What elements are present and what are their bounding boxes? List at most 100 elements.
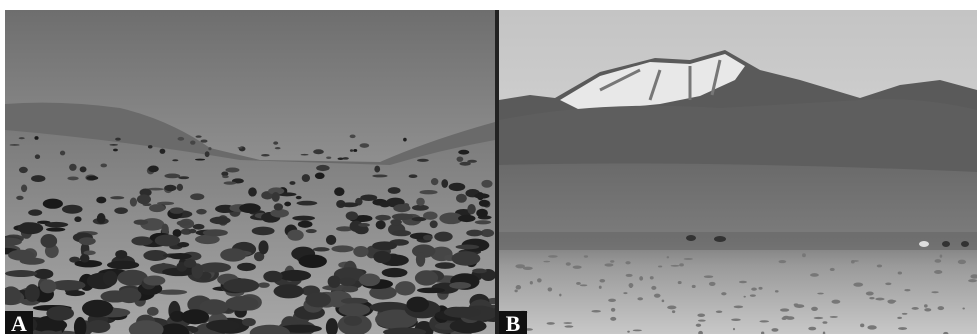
- stone: [572, 265, 582, 269]
- shrub: [237, 146, 243, 149]
- stone: [559, 293, 562, 297]
- shrub: [258, 240, 269, 255]
- shrub: [333, 267, 365, 282]
- shrub: [353, 149, 358, 152]
- stone: [759, 320, 770, 323]
- shrub: [5, 286, 21, 305]
- shrub: [73, 316, 87, 334]
- shrub: [79, 254, 90, 263]
- shrub: [271, 191, 280, 202]
- shrub: [96, 213, 106, 224]
- shrub: [9, 144, 20, 146]
- shrub: [472, 268, 487, 274]
- stone: [774, 290, 779, 293]
- shrub: [18, 137, 25, 140]
- shrub: [61, 204, 83, 214]
- shrub: [296, 200, 318, 206]
- shrub: [33, 268, 54, 280]
- shrub: [261, 153, 270, 157]
- shrub: [24, 284, 40, 302]
- shrub: [273, 203, 284, 211]
- shrub: [340, 202, 359, 208]
- shrub: [221, 171, 229, 177]
- shrub: [326, 156, 332, 159]
- stone: [683, 257, 693, 260]
- shrub: [349, 149, 354, 152]
- stone: [901, 312, 908, 315]
- stone: [632, 329, 642, 332]
- shrub: [284, 201, 292, 207]
- shrub: [100, 163, 108, 168]
- stone: [591, 309, 601, 313]
- stone: [579, 284, 588, 287]
- stone: [703, 275, 714, 278]
- shrub: [5, 237, 22, 247]
- shrub: [115, 137, 121, 141]
- shrub: [337, 157, 344, 160]
- shrub: [273, 141, 279, 145]
- stone: [911, 307, 919, 310]
- shrub: [157, 289, 188, 295]
- shrub: [74, 259, 103, 268]
- shrub: [176, 220, 191, 226]
- shrub: [106, 260, 140, 270]
- shrub: [178, 176, 190, 180]
- shrub: [239, 203, 261, 214]
- shrub: [342, 157, 349, 160]
- shrub: [157, 201, 175, 206]
- stone: [546, 322, 555, 325]
- stone: [810, 273, 819, 277]
- stone: [629, 285, 633, 289]
- shrub: [180, 228, 192, 235]
- shrub: [458, 214, 476, 223]
- shrub: [298, 254, 327, 269]
- shrub: [46, 306, 74, 321]
- shrub: [416, 197, 425, 206]
- shrub: [82, 299, 114, 318]
- stone: [817, 292, 824, 295]
- shrub: [258, 282, 270, 288]
- shrub: [375, 214, 391, 221]
- shrub: [305, 292, 331, 308]
- stone: [667, 305, 677, 310]
- shrub: [65, 290, 86, 297]
- shrub: [169, 310, 185, 322]
- stone: [771, 328, 779, 332]
- shrub: [237, 262, 256, 272]
- shrub: [199, 262, 232, 273]
- stone: [875, 297, 885, 301]
- stone: [758, 286, 763, 290]
- stone: [715, 310, 723, 313]
- photo-b: [499, 10, 977, 334]
- stone: [781, 317, 787, 320]
- stone: [939, 254, 943, 258]
- shrub: [455, 244, 480, 250]
- stone: [802, 253, 806, 258]
- stone: [598, 285, 602, 289]
- label-box: [499, 311, 527, 334]
- shrub: [467, 203, 476, 215]
- shrub: [143, 275, 166, 286]
- stone: [904, 288, 911, 292]
- shrub: [451, 251, 481, 266]
- stone: [661, 299, 665, 303]
- shrub: [188, 228, 197, 234]
- shrub: [325, 318, 338, 334]
- shrub: [434, 262, 456, 269]
- shrub: [223, 181, 237, 185]
- shrub: [314, 172, 325, 180]
- shrub: [393, 204, 411, 213]
- shrub: [334, 187, 345, 197]
- stone: [608, 298, 616, 302]
- stone: [639, 276, 644, 281]
- shrub: [417, 158, 429, 162]
- shrub: [292, 215, 316, 221]
- shrub: [34, 154, 41, 159]
- shrub: [8, 249, 35, 261]
- shrub: [86, 319, 111, 334]
- stone: [529, 280, 533, 285]
- stone: [576, 281, 581, 285]
- stone: [548, 255, 558, 258]
- shrub: [195, 158, 206, 161]
- shrub: [369, 285, 397, 300]
